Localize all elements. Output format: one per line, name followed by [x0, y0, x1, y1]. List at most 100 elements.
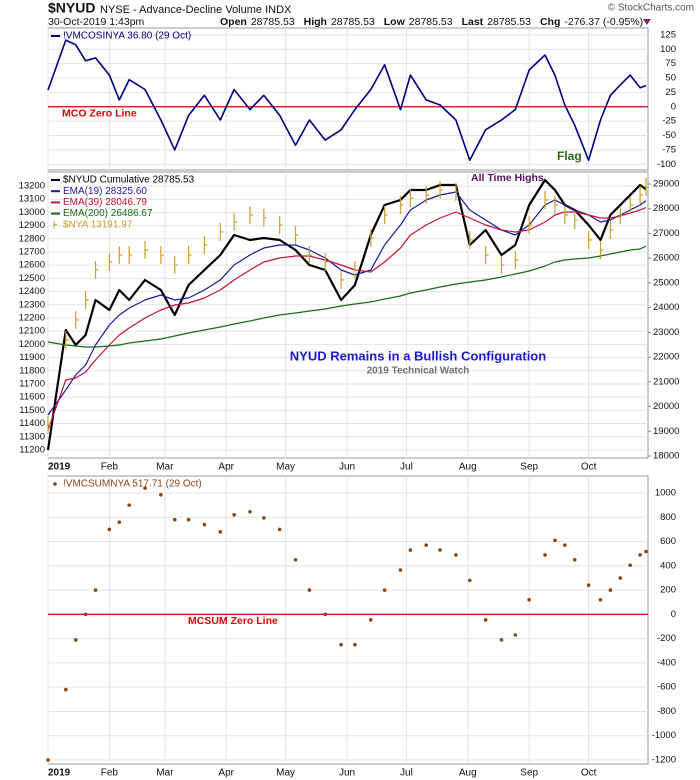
series-line	[47, 191, 647, 416]
y-tick-label: 1000	[655, 488, 676, 499]
dot	[586, 583, 591, 588]
x-tick-label: Oct	[581, 462, 597, 473]
y-tick-label: -800	[657, 706, 676, 717]
y-tick-label: -600	[657, 682, 676, 693]
price-bar	[409, 189, 414, 207]
dot	[293, 557, 298, 562]
dot	[408, 548, 413, 552]
dot	[424, 543, 429, 547]
dot	[353, 642, 357, 647]
y-tick-label: -25	[662, 116, 676, 127]
annotation: 2019 Technical Watch	[367, 366, 470, 377]
price-bar	[65, 331, 69, 350]
dot	[248, 510, 252, 514]
y2-tick-label: 20000	[653, 401, 679, 412]
y-tick-label: 13000	[19, 207, 45, 218]
quote-label: High	[304, 16, 327, 28]
x-tick-label: Jul	[400, 462, 413, 473]
y-tick-label: -50	[662, 130, 676, 141]
price-bar	[160, 246, 164, 265]
price-bar	[629, 195, 634, 214]
series-line	[47, 39, 647, 161]
price-bar	[249, 206, 253, 225]
dot	[572, 557, 577, 562]
price-bar	[384, 206, 388, 225]
y-tick-label: 11700	[19, 378, 45, 389]
dot	[513, 633, 518, 637]
price-bar	[294, 225, 299, 244]
dot	[232, 513, 236, 517]
y2-tick-label: 26000	[653, 253, 679, 264]
price-bar	[144, 241, 149, 259]
y-tick-label: 0	[671, 609, 676, 620]
y-tick-label: 11900	[19, 352, 45, 363]
dot	[83, 612, 88, 617]
dot	[307, 588, 312, 592]
price-bar	[47, 416, 51, 435]
y-tick-label: 12900	[19, 220, 45, 231]
price-bar	[340, 270, 345, 289]
quote-label: Open	[220, 16, 247, 28]
dot	[483, 618, 488, 622]
dot	[553, 538, 557, 543]
y-tick-label: 75	[665, 58, 676, 69]
dot	[93, 588, 98, 592]
dot	[438, 548, 442, 552]
dot	[598, 597, 603, 602]
price-bar	[599, 241, 604, 259]
y2-tick-label: 19000	[653, 426, 679, 437]
price-bar	[645, 178, 650, 197]
y-tick-label: -1200	[652, 755, 676, 766]
x-tick-label: 2019	[48, 462, 71, 473]
y-tick-label: 800	[660, 512, 676, 523]
y-tick-label: 11200	[19, 444, 45, 455]
x-tick-label: Feb	[101, 462, 119, 473]
dot	[618, 576, 623, 580]
dot	[628, 563, 632, 568]
legend-swatch	[53, 220, 57, 229]
watermark: © StockCharts.com	[608, 3, 694, 14]
dot	[159, 493, 163, 497]
dot	[608, 588, 613, 592]
y-tick-label: 11300	[19, 431, 45, 442]
dot	[172, 517, 177, 522]
dot	[644, 549, 648, 554]
y-tick-label: 13100	[19, 194, 45, 205]
y2-tick-label: 28000	[653, 203, 679, 214]
legend-label: $NYA 13191.97	[63, 219, 133, 230]
price-bar	[425, 185, 430, 204]
dot	[117, 520, 122, 524]
y-tick-label: 100	[660, 44, 676, 55]
dot	[368, 618, 373, 622]
price-bar	[108, 253, 113, 272]
y-tick-label: 11500	[19, 405, 45, 416]
dot	[563, 543, 567, 547]
y2-tick-label: 18000	[653, 451, 679, 462]
price-bar	[279, 215, 283, 234]
dot	[499, 638, 504, 642]
price-bar	[308, 246, 313, 265]
price-bar	[354, 260, 358, 279]
price-bar	[203, 235, 208, 254]
dot	[398, 568, 403, 572]
price-bar	[118, 246, 123, 265]
quote: Open 28785.53 High 28785.53 Low 28785.53 Last 2…	[220, 16, 643, 28]
price-bar	[370, 228, 374, 247]
annotation: NYUD Remains in a Bullish Configuration	[290, 348, 546, 363]
y-tick-label: 12700	[19, 246, 45, 257]
legend-label: EMA(19) 28325.60	[63, 186, 147, 197]
dot	[186, 517, 191, 522]
price-bar	[324, 253, 329, 272]
y2-tick-label: 29000	[653, 179, 679, 190]
y2-tick-label: 22000	[653, 352, 679, 363]
x-tick-label: Sep	[520, 768, 538, 779]
price-bar	[639, 185, 644, 204]
description: NYSE - Advance-Decline Volume INDX	[100, 4, 292, 16]
x-tick-label: Mar	[156, 462, 174, 473]
dot	[382, 588, 387, 592]
y2-tick-label: 24000	[653, 302, 679, 313]
x-tick-label: Feb	[101, 768, 119, 779]
y-tick-label: 200	[660, 585, 676, 596]
price-bar	[514, 251, 519, 270]
